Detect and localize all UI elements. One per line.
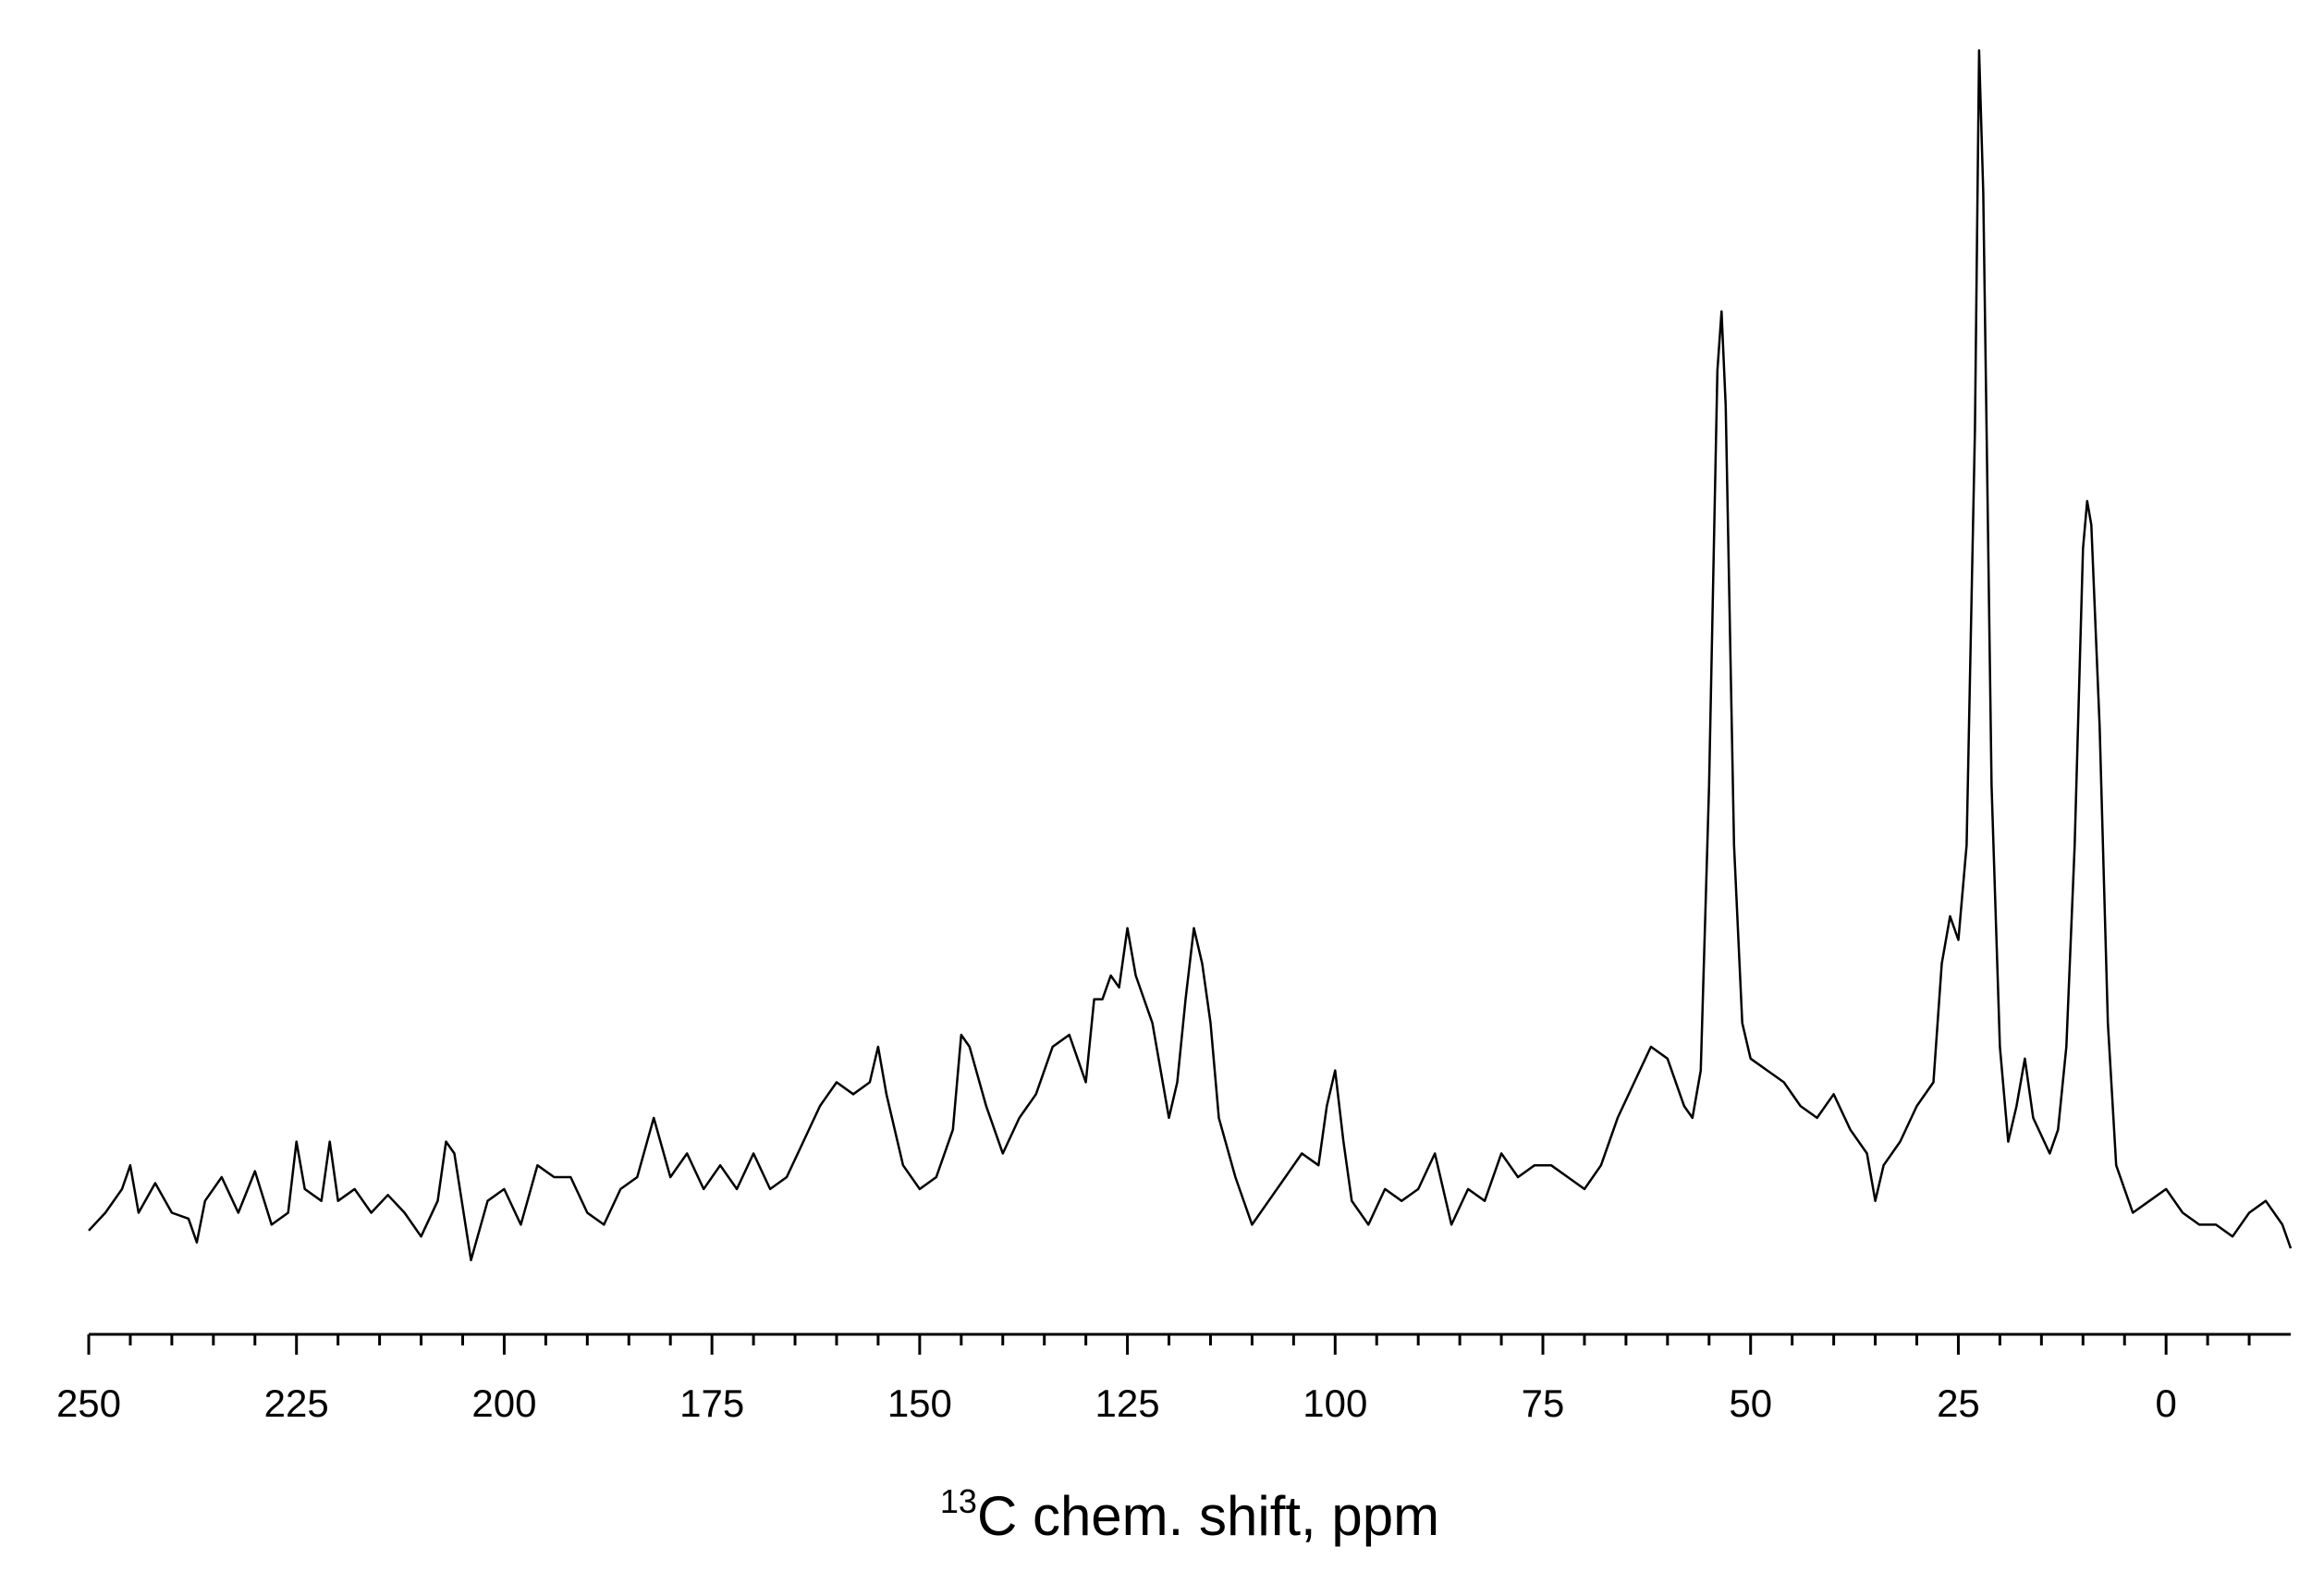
x-tick-label: 250 <box>56 1381 121 1425</box>
x-tick-label: 75 <box>1522 1381 1565 1425</box>
x-tick-label: 50 <box>1729 1381 1772 1425</box>
x-tick-label: 125 <box>1095 1381 1160 1425</box>
spectrum-line <box>88 49 2293 1262</box>
x-tick-label: 200 <box>471 1381 536 1425</box>
x-tick-label: 0 <box>2155 1381 2176 1425</box>
x-tick-label: 175 <box>679 1381 744 1425</box>
x-tick-label: 25 <box>1937 1381 1980 1425</box>
x-axis-label: 13C chem. shift, ppm <box>940 1482 1439 1547</box>
x-tick-label: 150 <box>887 1381 952 1425</box>
x-axis-label-superscript: 13 <box>940 1482 977 1520</box>
x-tick-label: 225 <box>264 1381 329 1425</box>
x-tick-label: 100 <box>1303 1381 1367 1425</box>
x-axis-label-text: C chem. shift, ppm <box>977 1485 1439 1547</box>
